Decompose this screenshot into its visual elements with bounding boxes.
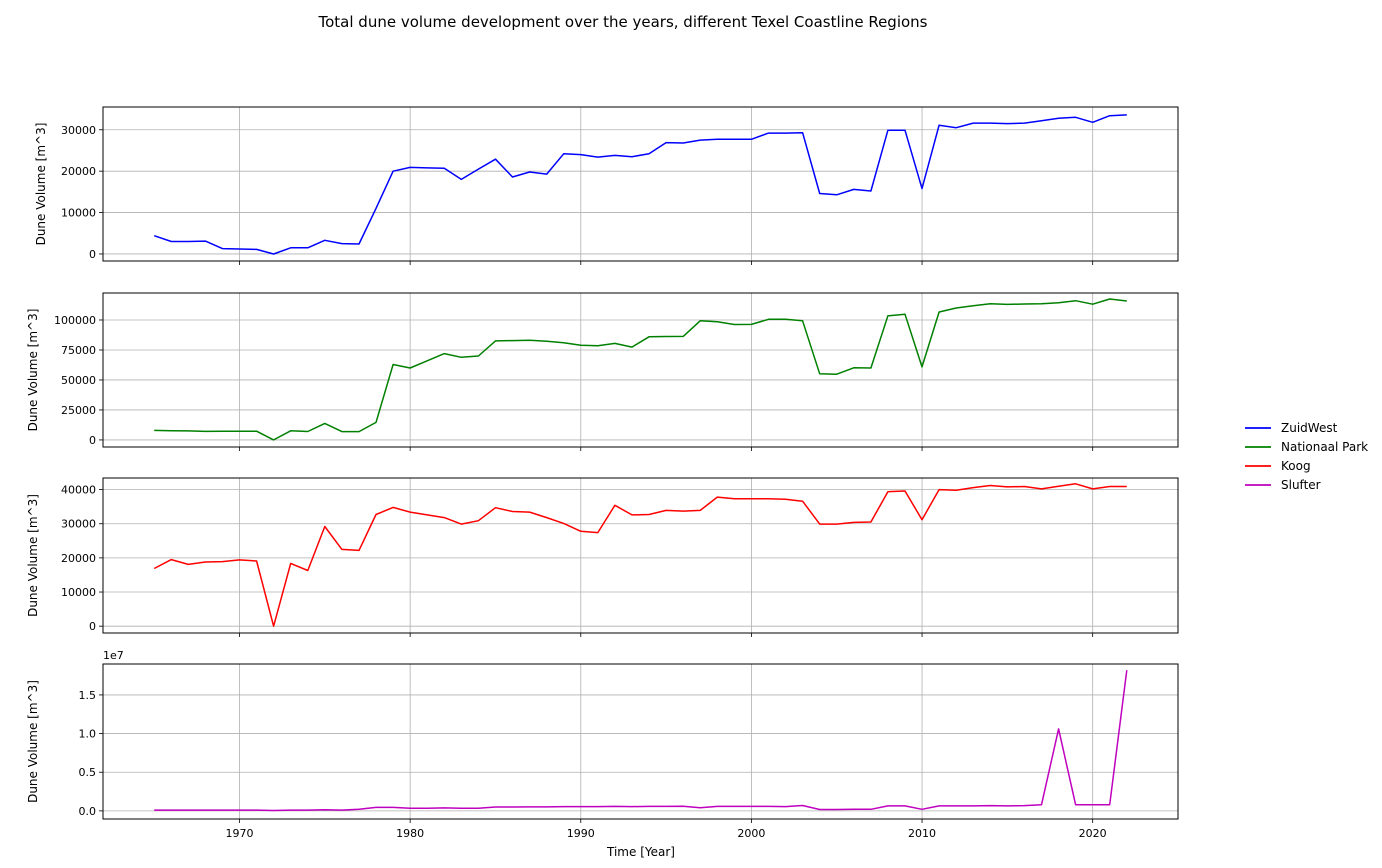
- series-line-zuidwest: [153, 114, 1127, 255]
- y-axis-label: Dune Volume [m^3]: [26, 309, 40, 432]
- series-line-slufter: [154, 670, 1128, 812]
- y-tick-label: 0.0: [79, 805, 97, 818]
- y-tick-label: 30000: [61, 124, 96, 137]
- y-tick-label: 0: [89, 248, 96, 261]
- panel-koog: 0 10000 20000 30000 40000 Dune Volume [m^3]: [26, 477, 1179, 637]
- panel-slufter: 1970 1980 1990 2000 2010 2020 0.0 0.5 1.0 1.5 Dune…: [26, 649, 1179, 840]
- y-tick-label: 0.5: [79, 766, 97, 779]
- x-tick-label: 1980: [396, 827, 424, 840]
- x-tick-label: 2020: [1079, 827, 1107, 840]
- legend-label: Nationaal Park: [1281, 440, 1368, 454]
- axes-frame: [102, 106, 1179, 262]
- y-tick-label: 75000: [61, 344, 96, 357]
- x-axis-label: Time [Year]: [606, 845, 675, 859]
- legend-label: Slufter: [1281, 478, 1321, 492]
- y-tick-label: 100000: [54, 314, 96, 327]
- x-tick-label: 1990: [567, 827, 595, 840]
- y-tick-label: 25000: [61, 404, 96, 417]
- y-tick-label: 50000: [61, 374, 96, 387]
- legend: ZuidWest Nationaal Park Koog Slufter: [1245, 421, 1368, 492]
- x-tick-label: 2000: [737, 827, 765, 840]
- y-tick-label: 0: [89, 620, 96, 633]
- series-line-koog: [153, 483, 1127, 627]
- series-line-nationaal-park: [154, 298, 1127, 441]
- y-tick-label: 20000: [61, 165, 96, 178]
- y-axis-label: Dune Volume [m^3]: [26, 680, 40, 803]
- y-axis-label: Dune Volume [m^3]: [26, 494, 40, 617]
- y-tick-label: 0: [89, 434, 96, 447]
- chart-title: Total dune volume development over the y…: [318, 13, 928, 31]
- y-axis-label: Dune Volume [m^3]: [34, 123, 48, 246]
- x-tick-label: 2010: [908, 827, 936, 840]
- legend-label: ZuidWest: [1281, 421, 1338, 435]
- axes-frame: [102, 292, 1179, 448]
- y-tick-label: 1.5: [79, 689, 97, 702]
- y-tick-label: 10000: [61, 207, 96, 220]
- y-tick-label: 30000: [61, 518, 96, 531]
- x-tick-label: 1970: [226, 827, 254, 840]
- y-tick-label: 10000: [61, 586, 96, 599]
- panel-nationaal-park: 0 25000 50000 75000 100000 Dune Volume [m^3]: [26, 292, 1179, 451]
- axes-frame: [102, 477, 1179, 634]
- legend-label: Koog: [1281, 459, 1311, 473]
- y-offset-label: 1e7: [103, 649, 124, 662]
- panel-zuidwest: 0 10000 20000 30000 Dune Volume [m^3]: [34, 106, 1179, 265]
- y-tick-label: 40000: [61, 484, 96, 497]
- y-tick-label: 1.0: [79, 728, 97, 741]
- y-tick-label: 20000: [61, 552, 96, 565]
- axes-frame: [102, 663, 1179, 820]
